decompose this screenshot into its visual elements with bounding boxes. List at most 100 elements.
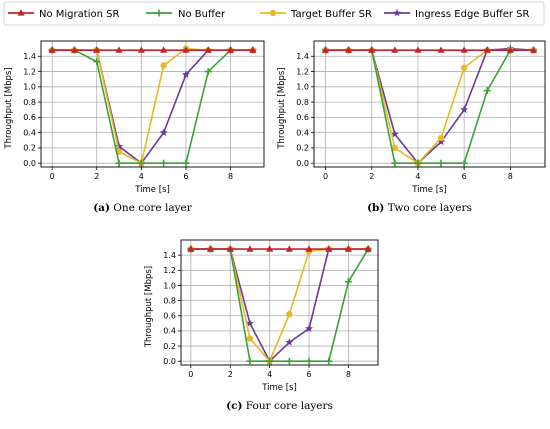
y-tick-label: 1.4: [296, 52, 309, 61]
legend-circle-marker: [269, 9, 277, 17]
legend-label: Ingress Edge Buffer SR: [415, 9, 530, 20]
y-tick-label: 0.2: [23, 144, 36, 153]
data-point: [266, 357, 274, 365]
series-line: [190, 248, 369, 363]
data-point: [460, 105, 469, 114]
legend-item: Target Buffer SR: [260, 9, 372, 20]
series-circle: [322, 46, 537, 167]
data-point: [48, 46, 56, 53]
legend-star-marker: [393, 8, 401, 17]
x-tick-label: 4: [267, 370, 272, 379]
data-point: [181, 70, 190, 78]
legend-label: No Buffer: [178, 9, 226, 20]
y-axis-label: Throughput [Mbps]: [277, 67, 287, 149]
chart-panel: 0 2 4 6 8 0.0 0.2 0.4 0.6 0.8 1.0 1.2 1.4 Time [s] Thr…: [144, 239, 379, 412]
series-line: [52, 49, 253, 164]
legend-item: Ingress Edge Buffer SR: [384, 8, 530, 20]
data-point: [305, 245, 313, 252]
data-point: [246, 357, 254, 365]
panel-caption: (a) One core layer: [93, 202, 193, 214]
x-tick-label: 4: [139, 172, 144, 181]
series-triangle: [48, 46, 257, 53]
data-point: [160, 62, 167, 69]
data-point: [344, 278, 352, 286]
y-tick-label: 1.2: [296, 67, 309, 76]
data-point: [506, 46, 514, 53]
x-tick-label: 6: [307, 370, 312, 379]
legend-plus-marker: [155, 9, 163, 17]
data-point: [160, 159, 168, 167]
x-tick-label: 2: [369, 172, 374, 181]
y-tick-label: 0.8: [23, 98, 36, 107]
data-point: [246, 335, 254, 342]
data-point: [249, 46, 257, 53]
legend-triangle-marker: [17, 9, 25, 16]
x-tick-label: 8: [228, 172, 233, 181]
y-tick-label: 0.2: [296, 144, 309, 153]
series-circle: [187, 245, 372, 365]
y-tick-label: 1.2: [163, 266, 176, 275]
data-point: [246, 245, 254, 252]
x-tick-label: 2: [94, 172, 99, 181]
x-axis-label: Time [s]: [134, 185, 170, 195]
data-point: [460, 64, 468, 71]
data-point: [115, 159, 123, 167]
y-tick-label: 1.2: [23, 67, 36, 76]
y-tick-label: 0.4: [23, 128, 36, 137]
y-tick-label: 0.2: [163, 342, 176, 351]
x-tick-label: 0: [188, 370, 193, 379]
data-point: [321, 46, 330, 53]
data-point: [437, 137, 446, 146]
y-tick-label: 0.8: [296, 98, 309, 107]
data-point: [391, 159, 399, 167]
data-point: [160, 46, 168, 53]
caption-text: Four core layers: [242, 400, 332, 412]
y-tick-label: 1.0: [296, 83, 309, 92]
data-point: [137, 159, 145, 167]
x-tick-label: 0: [50, 172, 55, 181]
data-point: [437, 134, 445, 142]
x-axis-label: Time [s]: [411, 185, 447, 195]
legend-item: No Migration SR: [8, 9, 119, 20]
data-point: [305, 324, 314, 333]
series-line: [52, 47, 253, 164]
y-tick-label: 0.6: [163, 312, 176, 321]
caption-text: Two core layers: [384, 202, 472, 214]
data-point: [391, 46, 399, 53]
series-star: [48, 45, 257, 167]
series-plus: [187, 245, 372, 365]
series-triangle: [321, 46, 538, 53]
y-tick-label: 1.4: [163, 251, 176, 260]
data-point: [115, 46, 123, 53]
plot-frame: [313, 40, 546, 168]
data-point: [137, 46, 145, 53]
data-point: [93, 46, 101, 53]
data-point: [286, 311, 293, 318]
y-tick-label: 0.8: [163, 296, 176, 305]
x-tick-label: 6: [183, 172, 188, 181]
data-point: [182, 46, 190, 53]
y-tick-label: 0.4: [296, 128, 309, 137]
legend-label: No Migration SR: [39, 9, 119, 20]
data-point: [414, 46, 422, 53]
data-point: [368, 46, 376, 53]
y-tick-label: 1.4: [23, 52, 36, 61]
series-line: [325, 49, 534, 164]
data-point: [437, 159, 445, 167]
caption-text: One core layer: [110, 202, 193, 214]
x-tick-label: 2: [228, 370, 233, 379]
caption-label: (b): [367, 202, 384, 214]
y-tick-label: 1.0: [163, 281, 176, 290]
data-point: [245, 319, 254, 327]
data-point: [390, 129, 399, 138]
series-star: [186, 244, 373, 365]
panel-caption: (c) Four core layers: [226, 400, 333, 412]
x-tick-label: 4: [415, 172, 420, 181]
series-line: [325, 49, 534, 164]
data-point: [529, 46, 538, 53]
data-point: [115, 142, 124, 150]
y-tick-label: 0.6: [296, 113, 309, 122]
data-point: [93, 58, 101, 66]
data-point: [483, 87, 491, 95]
data-point: [345, 46, 353, 53]
